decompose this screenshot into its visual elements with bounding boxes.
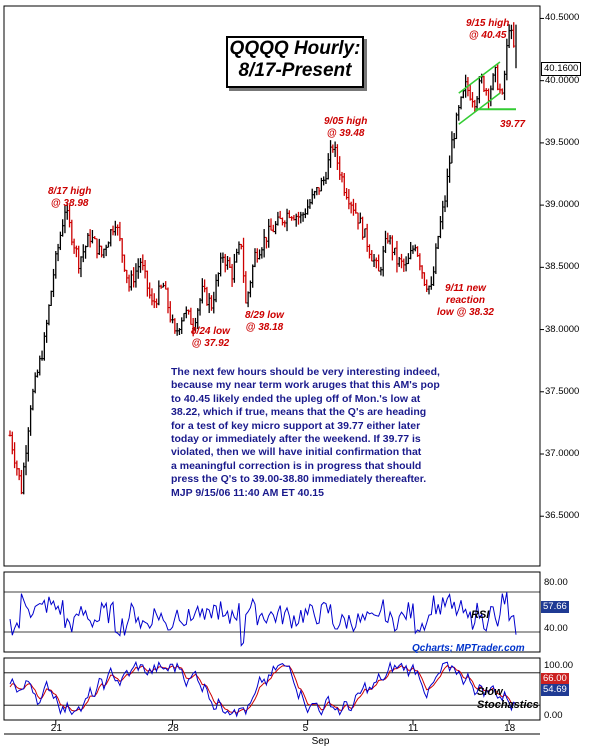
commentary-line: press the Q's to 39.00-38.80 immediately… bbox=[171, 473, 427, 486]
commentary-line: because my near term work aruges that th… bbox=[171, 379, 440, 392]
annotation-8-24-low: 8/24 low @ 37.92 bbox=[191, 326, 230, 350]
annotation-8-17-high: 8/17 high @ 38.98 bbox=[48, 186, 91, 210]
chart-title: QQQQ Hourly: 8/17-Present bbox=[226, 36, 364, 88]
rsi-value-tag: 57.66 bbox=[541, 601, 569, 613]
price-panel-frame bbox=[3, 5, 541, 567]
date-tick-label: 18 bbox=[504, 723, 516, 734]
annotation-text: @ 38.18 bbox=[245, 322, 284, 333]
commentary-line: today or immediately after the weekend. … bbox=[171, 433, 421, 446]
annotation-8-29-low: 8/29 low @ 38.18 bbox=[245, 310, 284, 334]
commentary-line: violated, then we will have initial conf… bbox=[171, 446, 422, 459]
date-tick-label: 28 bbox=[167, 723, 179, 734]
annotation-text: 9/15 high bbox=[466, 18, 510, 29]
annotation-text: 8/24 low bbox=[191, 326, 230, 337]
commentary-line: The next few hours should be very intere… bbox=[171, 366, 440, 378]
stochastics-label-line2: Stochastics bbox=[477, 699, 539, 711]
annotation-9-15-high: 9/15 high @ 40.45 bbox=[466, 18, 509, 42]
annotation-text: @ 39.48 bbox=[326, 128, 365, 139]
annotation-support-39-77: 39.77 bbox=[500, 119, 525, 131]
annotation-text: @ 37.92 bbox=[191, 338, 230, 349]
rsi-tick-label: 80.00 bbox=[544, 577, 568, 588]
rsi-line bbox=[9, 592, 517, 647]
date-tick-label: 21 bbox=[50, 723, 62, 734]
commentary-line: for a test of key micro support at 39.77… bbox=[171, 419, 421, 432]
commentary-line: 38.22, which if true, means that the Q's… bbox=[171, 406, 427, 419]
commentary-line: MJP 9/15/06 11:40 AM ET 40.15 bbox=[171, 486, 324, 499]
stochastics-k-line bbox=[9, 660, 517, 718]
rsi-panel-frame bbox=[3, 571, 541, 653]
data-credit: Qcharts; MPTrader.com bbox=[412, 643, 525, 654]
date-tick-label: 11 bbox=[407, 723, 419, 734]
last-price-tag: 40.1600 bbox=[541, 62, 582, 76]
chart-title-line1: QQQQ Hourly: bbox=[229, 38, 361, 59]
price-tick-label: 37.0000 bbox=[545, 448, 580, 459]
annotation-text: @ 40.45 bbox=[468, 30, 507, 41]
gridlines bbox=[55, 17, 544, 725]
price-tick-label: 37.5000 bbox=[545, 385, 580, 397]
rsi-tick-label: 40.00 bbox=[544, 623, 568, 634]
chart-title-line2: 8/17-Present bbox=[238, 60, 352, 81]
stochastics-panel bbox=[4, 660, 540, 718]
stochastics-tick-label: 0.00 bbox=[544, 710, 563, 721]
rsi-label: RSI bbox=[471, 609, 490, 621]
price-tick-label: 39.5000 bbox=[545, 136, 580, 148]
stochastics-label-line1: Slow bbox=[477, 686, 503, 698]
price-tick-label: 40.0000 bbox=[545, 74, 580, 86]
channel-upper-trendline bbox=[458, 61, 501, 94]
commentary-line: to 40.45 likely ended the upleg off of M… bbox=[171, 392, 421, 405]
annotation-text: low @ 38.32 bbox=[437, 307, 494, 318]
price-bars bbox=[8, 22, 517, 495]
annotation-text: 9/05 high bbox=[324, 116, 368, 127]
commentary-line: a meaningful correction is in progress t… bbox=[171, 459, 422, 472]
annotation-text: 9/11 new bbox=[445, 283, 486, 294]
annotation-9-05-high: 9/05 high @ 39.48 bbox=[324, 116, 367, 140]
panel-frames bbox=[3, 5, 541, 735]
date-tick-label: 5 bbox=[302, 723, 309, 734]
annotation-9-11-low: 9/11 new reaction low @ 38.32 bbox=[437, 283, 494, 319]
price-tick-label: 40.5000 bbox=[545, 12, 580, 24]
annotation-text: 8/29 low bbox=[245, 310, 284, 321]
analyst-commentary: The next few hours should be very intere… bbox=[171, 366, 471, 500]
trendlines bbox=[458, 61, 516, 125]
stochastics-value-tag-top: 66.00 bbox=[541, 673, 569, 685]
stochastics-tick-label: 100.00 bbox=[544, 660, 574, 671]
stochastics-label: Slow Stochastics bbox=[477, 686, 539, 712]
stochastics-value-tag: 54.69 bbox=[541, 684, 569, 696]
annotation-text: 8/17 high bbox=[48, 186, 92, 197]
price-tick-label: 38.5000 bbox=[545, 261, 580, 273]
stochastics-panel-frame bbox=[3, 657, 541, 721]
rsi-panel bbox=[4, 591, 540, 647]
annotation-text: @ 38.98 bbox=[50, 198, 89, 209]
price-tick-label: 36.5000 bbox=[545, 510, 580, 522]
price-tick-label: 38.0000 bbox=[545, 323, 580, 335]
price-tick-label: 39.0000 bbox=[545, 199, 580, 211]
annotation-text: 39.77 bbox=[500, 119, 526, 130]
annotation-text: reaction bbox=[446, 295, 485, 306]
